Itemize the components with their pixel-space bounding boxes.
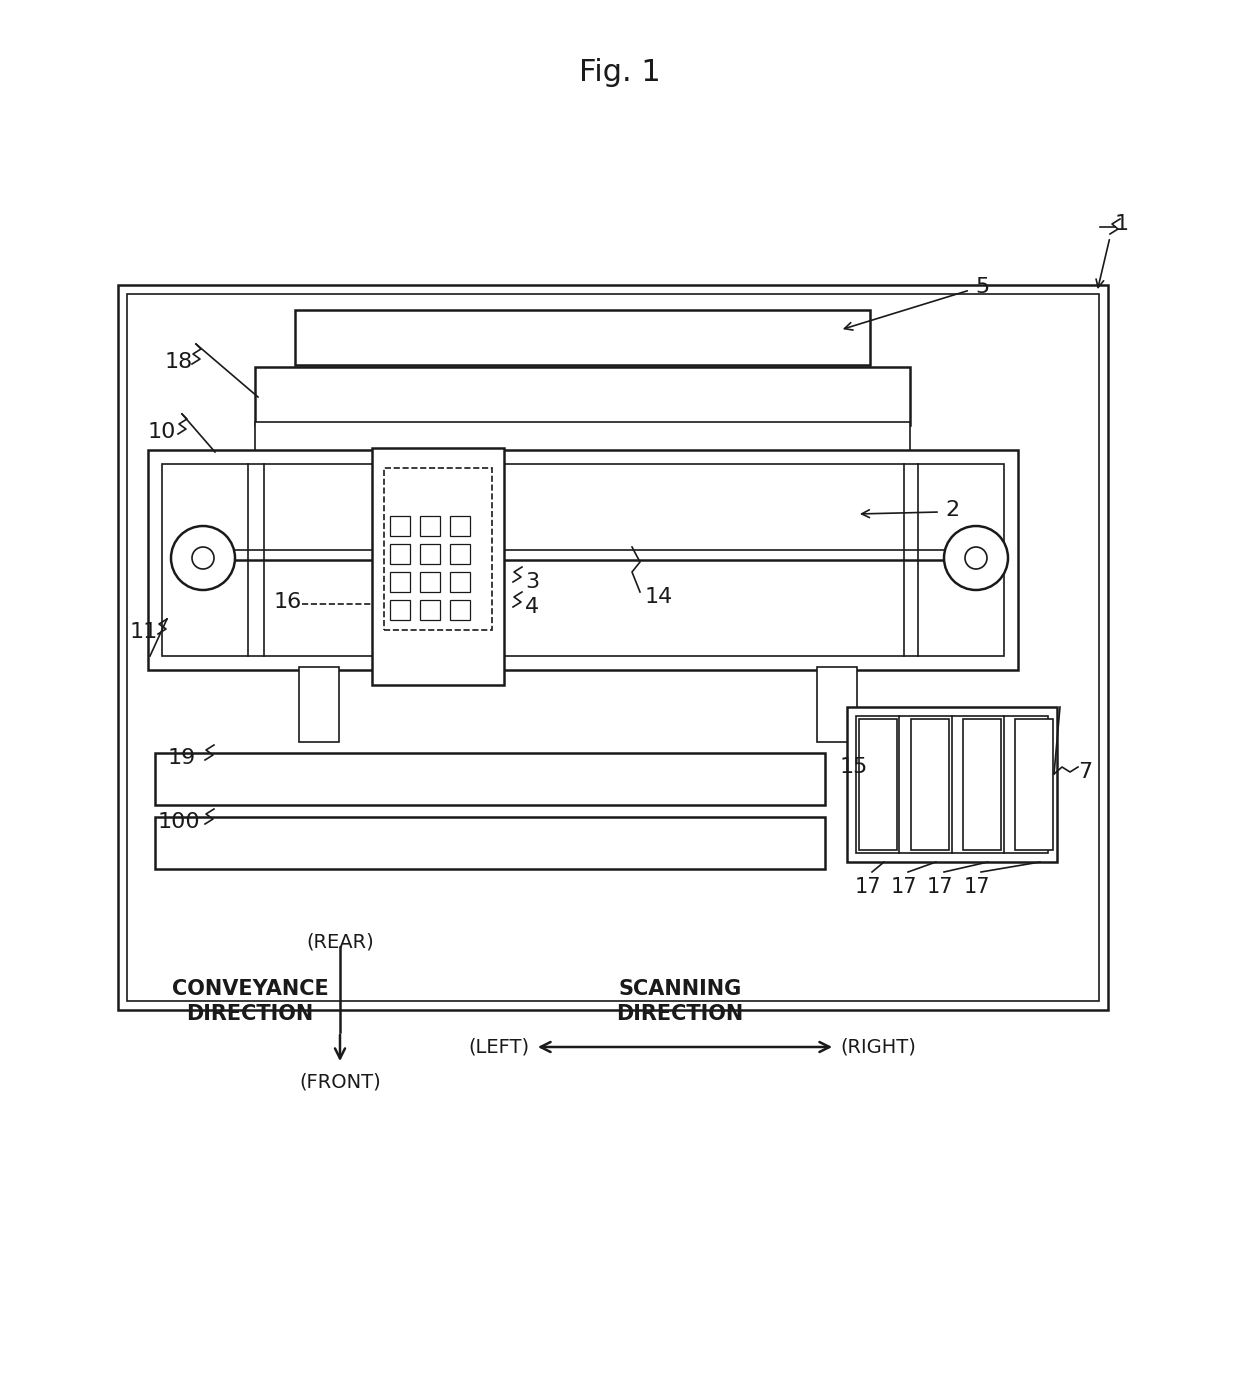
Bar (148, 451, 1018, 670)
Text: (REAR): (REAR) (306, 933, 374, 951)
Text: 19: 19 (167, 748, 196, 768)
Text: 18: 18 (165, 352, 193, 372)
Text: 4: 4 (525, 597, 539, 616)
Bar (1016, 719, 1053, 850)
Bar (911, 719, 949, 850)
Bar (420, 572, 440, 591)
Bar (391, 515, 410, 536)
Text: (LEFT): (LEFT) (469, 1038, 529, 1056)
Bar (384, 468, 492, 630)
Circle shape (965, 547, 987, 569)
Bar (450, 515, 470, 536)
Circle shape (192, 547, 215, 569)
Text: 16: 16 (274, 591, 303, 612)
Bar (118, 285, 1109, 1010)
Text: 17: 17 (890, 878, 918, 897)
Bar (372, 448, 503, 685)
Bar (420, 515, 440, 536)
Text: 10: 10 (148, 422, 176, 442)
Circle shape (944, 527, 1008, 590)
Text: 2: 2 (945, 500, 959, 520)
Bar (859, 719, 897, 850)
Text: Fig. 1: Fig. 1 (579, 58, 661, 87)
Text: SCANNING: SCANNING (619, 978, 742, 999)
Text: 17: 17 (854, 878, 882, 897)
Bar (299, 668, 339, 742)
Bar (300, 482, 342, 532)
Bar (817, 668, 857, 742)
Text: 1: 1 (1115, 214, 1130, 234)
Bar (126, 294, 1099, 1001)
Text: 3: 3 (525, 572, 539, 591)
Bar (162, 464, 1004, 656)
Bar (391, 600, 410, 621)
Text: (FRONT): (FRONT) (299, 1072, 381, 1092)
Bar (255, 422, 910, 477)
Text: 14: 14 (645, 587, 673, 607)
Text: (RIGHT): (RIGHT) (839, 1038, 916, 1056)
Bar (450, 600, 470, 621)
Text: DIRECTION: DIRECTION (186, 1003, 314, 1024)
Circle shape (171, 527, 236, 590)
Text: DIRECTION: DIRECTION (616, 1003, 744, 1024)
Bar (856, 716, 1048, 853)
Bar (420, 545, 440, 564)
Bar (815, 482, 857, 532)
Text: 7: 7 (1078, 761, 1092, 782)
Text: 17: 17 (963, 878, 991, 897)
Bar (450, 572, 470, 591)
Bar (255, 368, 910, 426)
Bar (963, 719, 1001, 850)
Text: 11: 11 (130, 622, 159, 643)
Bar (295, 310, 870, 365)
Bar (155, 817, 825, 869)
Bar (391, 545, 410, 564)
Text: 15: 15 (839, 757, 868, 777)
Bar (391, 572, 410, 591)
Text: 5: 5 (975, 276, 990, 297)
Text: 100: 100 (157, 813, 201, 832)
Bar (420, 600, 440, 621)
Text: 17: 17 (926, 878, 954, 897)
Text: CONVEYANCE: CONVEYANCE (171, 978, 329, 999)
Bar (450, 545, 470, 564)
Bar (155, 753, 825, 804)
Bar (847, 708, 1056, 862)
